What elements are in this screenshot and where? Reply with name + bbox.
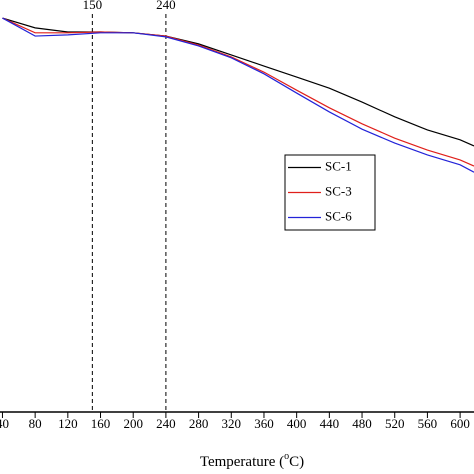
x-tick-label: 560 (418, 416, 438, 431)
x-tick-label: 600 (450, 416, 470, 431)
x-axis-title: Temperature (oC) (200, 451, 304, 470)
reference-label: 240 (156, 0, 176, 12)
x-tick-label: 360 (254, 416, 274, 431)
series-line (2, 17, 474, 167)
x-tick-label: 520 (385, 416, 405, 431)
series-line (2, 17, 474, 173)
x-tick-label: 240 (156, 416, 176, 431)
legend-label: SC-3 (325, 183, 352, 198)
x-tick-label: 320 (222, 416, 242, 431)
x-tick-label: 120 (58, 416, 78, 431)
legend-label: SC-6 (325, 208, 352, 223)
x-tick-label: 280 (189, 416, 209, 431)
x-tick-label: 440 (320, 416, 340, 431)
x-tick-label: 40 (0, 416, 9, 431)
x-tick-label: 80 (29, 416, 42, 431)
reference-label: 150 (83, 0, 103, 12)
x-tick-label: 200 (123, 416, 143, 431)
x-tick-label: 160 (91, 416, 111, 431)
x-tick-label: 480 (352, 416, 372, 431)
series-line (2, 17, 474, 147)
legend-label: SC-1 (325, 158, 352, 173)
x-tick-label: 400 (287, 416, 307, 431)
